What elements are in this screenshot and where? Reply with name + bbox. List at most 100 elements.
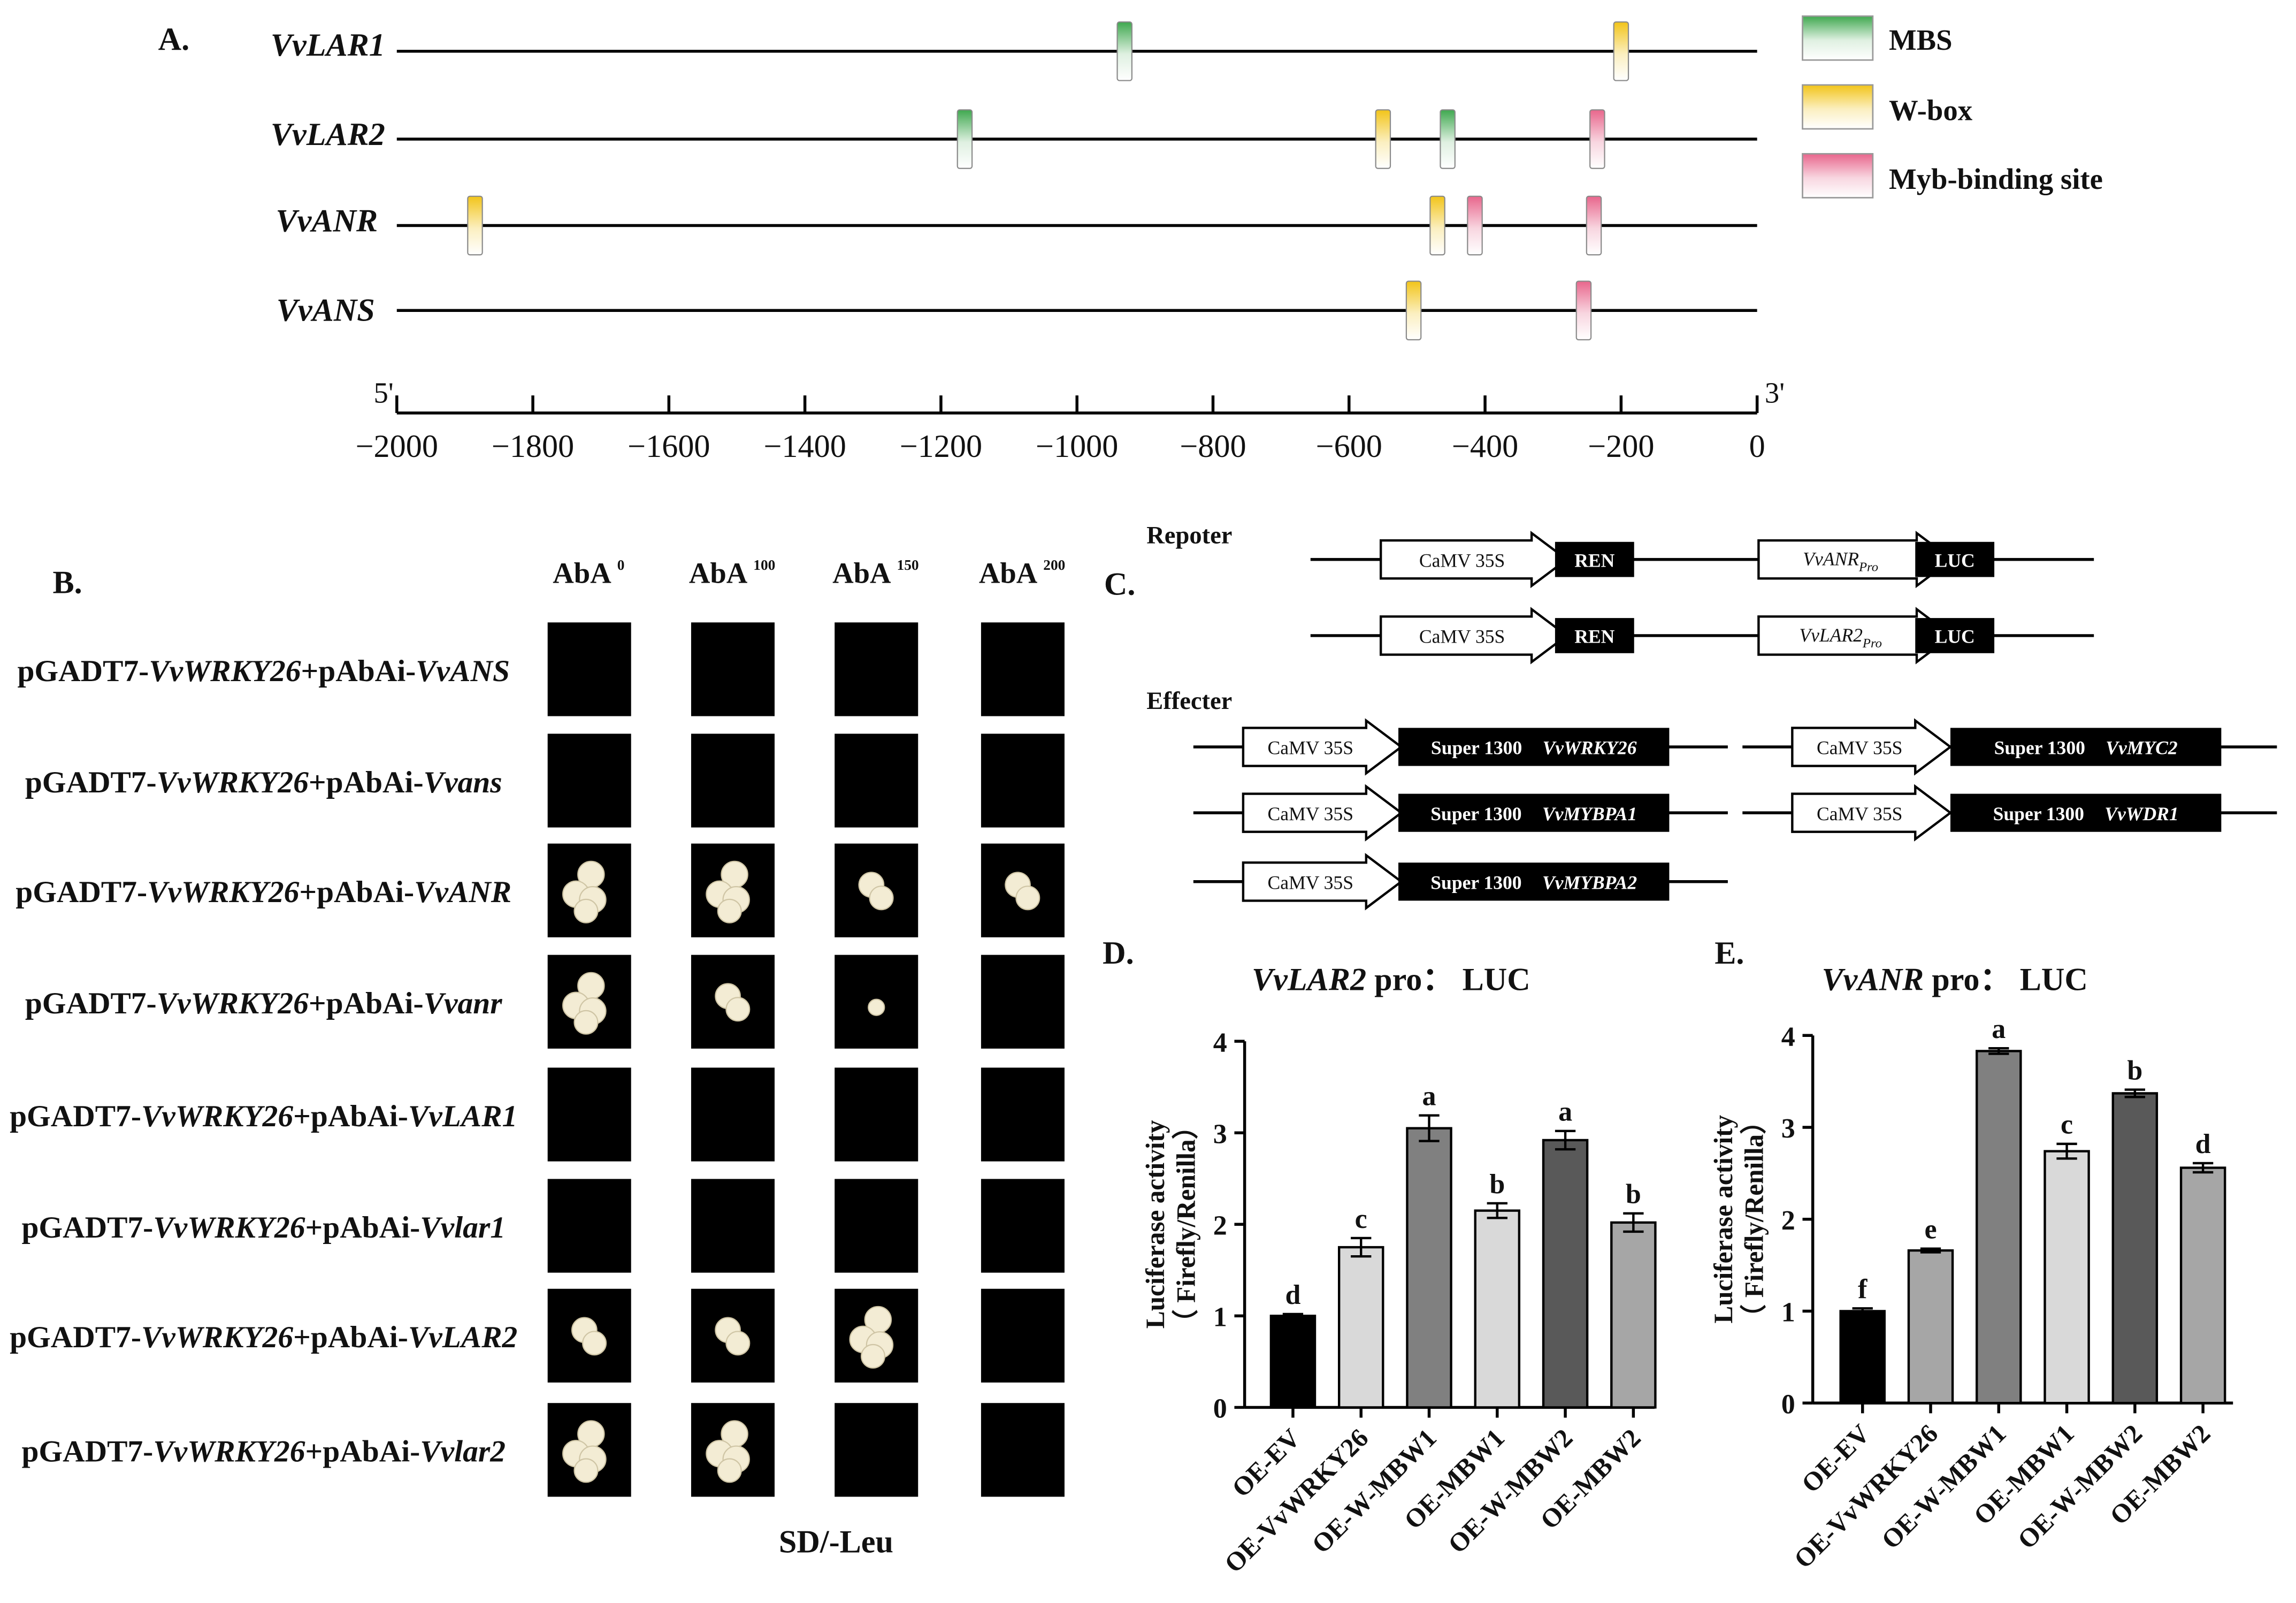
axis-tick-label: 0 — [1749, 429, 1765, 464]
y-tick-label: 4 — [1781, 1021, 1795, 1052]
myb-site-marker — [1575, 280, 1592, 341]
bar — [1839, 1310, 1886, 1404]
gene-row: VvANR — [276, 195, 1757, 256]
yeast-spot-plate — [981, 1179, 1065, 1273]
reporter-title: Repoter — [1146, 522, 1232, 549]
gene-block-label: Super 1300 VvMYBPA2 — [1430, 872, 1637, 893]
aba-column-header: AbA 0 — [553, 556, 624, 589]
significance-letter: a — [1992, 1014, 2006, 1044]
construct-row-label: pGADT7-VvWRKY26+pAbAi-VvANS — [17, 654, 509, 688]
y-tick-label: 3 — [1213, 1119, 1227, 1149]
mbs-site-marker — [956, 109, 973, 169]
axis-ticks: −2000 −1800 −1600 −1400 −1200 −1000 −800 −600 −4… — [356, 395, 1765, 464]
construct-row-label: pGADT7-VvWRKY26+pAbAi-Vvlar1 — [21, 1211, 505, 1245]
y-tick-label: 2 — [1213, 1210, 1227, 1241]
y-axis-label: Luciferase activity （ Firefly/Renilla） — [1709, 1108, 1769, 1331]
construct-row-label: pGADT7-VvWRKY26+pAbAi-VvANR — [16, 875, 511, 909]
yeast-colony — [717, 1458, 742, 1483]
mbs-site-marker — [1440, 109, 1456, 169]
yeast-colony — [1015, 886, 1040, 911]
axis-tick-label: −1600 — [627, 429, 710, 464]
ren-label: REN — [1574, 626, 1614, 647]
yeast-colony — [573, 1010, 599, 1035]
axis-tick-label: −1200 — [900, 429, 982, 464]
legend-swatch-wbox — [1802, 84, 1874, 130]
significance-letter: a — [1422, 1081, 1436, 1112]
significance-letter: f — [1858, 1274, 1868, 1304]
site-markers — [1405, 280, 1592, 341]
luc-block — [1915, 541, 1995, 577]
promoter-label: CaMV 35S — [1419, 626, 1505, 647]
gene-block — [1950, 793, 2222, 832]
promoter-label: CaMV 35S — [1817, 737, 1902, 759]
yeast-colony — [868, 998, 885, 1016]
constructs: CaMV 35S REN VvANRPro LUC CaMV 35S REN VvLAR2P… — [1193, 530, 2277, 911]
y-tick-label: 3 — [1781, 1113, 1795, 1144]
site-markers — [467, 195, 1602, 256]
bar — [1907, 1249, 1954, 1404]
y-tick-label: 2 — [1781, 1205, 1795, 1236]
significance-letter: d — [1285, 1280, 1300, 1310]
ren-block — [1555, 541, 1634, 577]
yeast-spot-plate — [981, 1403, 1065, 1497]
yeast-colony — [869, 886, 894, 911]
construct-row-label: pGADT7-VvWRKY26+pAbAi-Vvanr — [25, 987, 502, 1020]
axis-tick-label: −600 — [1316, 429, 1382, 464]
axis-tick-label: −400 — [1452, 429, 1518, 464]
significance-letter: b — [2127, 1055, 2142, 1086]
position-axis: 5' 3' −2000 −1800 −1600 −1400 −1200 −1000 −800… — [356, 377, 1785, 464]
panel-b-label: B. — [53, 565, 82, 601]
yeast-column-headers: AbA 0 AbA 100 AbA 150 AbA 200 — [553, 556, 1065, 589]
legend-swatch-mbs — [1802, 15, 1874, 61]
chart-title: VvLAR2 pro： LUC — [1252, 961, 1530, 997]
construct-row-label: pGADT7-VvWRKY26+pAbAi-Vvlar2 — [21, 1435, 505, 1469]
axis-tick-label: −1400 — [763, 429, 846, 464]
aba-column-header: AbA 100 — [689, 556, 775, 589]
wbox-site-marker — [1613, 21, 1629, 81]
yeast-spot-plate — [981, 734, 1065, 828]
yeast-spot-plate — [691, 1179, 775, 1273]
gene-row: VvLAR1 — [271, 21, 1757, 81]
bar — [1406, 1127, 1452, 1409]
wbox-site-marker — [1405, 280, 1422, 341]
yeast-spot-plate — [981, 1067, 1065, 1162]
promoter-arrow — [1242, 784, 1404, 842]
gene-block-label: Super 1300 VvWRKY26 — [1431, 737, 1637, 759]
legend-label-mbs: MBS — [1889, 24, 1953, 56]
gene-name: VvANS — [277, 292, 375, 328]
y-tick-label: 0 — [1213, 1394, 1227, 1424]
yeast-spot-plate — [981, 1288, 1065, 1383]
chart-e: E. VvANR pro： LUC Luciferase activity （ Fir… — [1709, 935, 2233, 1574]
significance-letter: a — [1558, 1097, 1572, 1127]
yeast-colony — [725, 1331, 751, 1356]
axis-5prime-label: 5' — [374, 377, 394, 409]
promoter-label: CaMV 35S — [1268, 872, 1353, 893]
significance-letter: c — [2061, 1110, 2073, 1140]
target-promoter-label: VvANRPro — [1803, 548, 1878, 575]
gene-block-label: Super 1300 VvWDR1 — [1993, 803, 2179, 825]
panel-b: B. AbA 0 AbA 100 AbA 150 AbA 200 pGADT7-VvWRKY2… — [10, 556, 1065, 1560]
yeast-colony — [573, 1458, 599, 1483]
panel-c: C. Repoter Effecter CaMV 35S REN VvANRPro L… — [1104, 522, 2277, 911]
site-markers — [956, 109, 1605, 169]
yeast-spot-plate — [981, 622, 1065, 716]
panel-c-label: C. — [1104, 566, 1136, 602]
myb-site-marker — [1467, 195, 1483, 256]
bar — [1269, 1315, 1317, 1409]
gene-name: VvLAR2 — [271, 117, 385, 152]
effector-title: Effecter — [1146, 688, 1232, 715]
yeast-colony — [717, 898, 742, 923]
bar — [2179, 1166, 2226, 1404]
bar — [1542, 1139, 1589, 1409]
yeast-colony — [582, 1331, 607, 1356]
panel-a-label: A. — [158, 21, 190, 57]
yeast-spot-plate — [691, 622, 775, 716]
yeast-spot-plate — [547, 622, 631, 716]
yeast-rows: pGADT7-VvWRKY26+pAbAi-VvANS pGADT7-VvWRKY… — [10, 622, 1065, 1497]
yeast-spot-plate — [835, 1067, 919, 1162]
gene-name: VvANR — [276, 203, 378, 239]
bar — [2044, 1150, 2090, 1404]
promoter-arrow — [1791, 784, 1953, 842]
yeast-colony — [860, 1344, 885, 1369]
